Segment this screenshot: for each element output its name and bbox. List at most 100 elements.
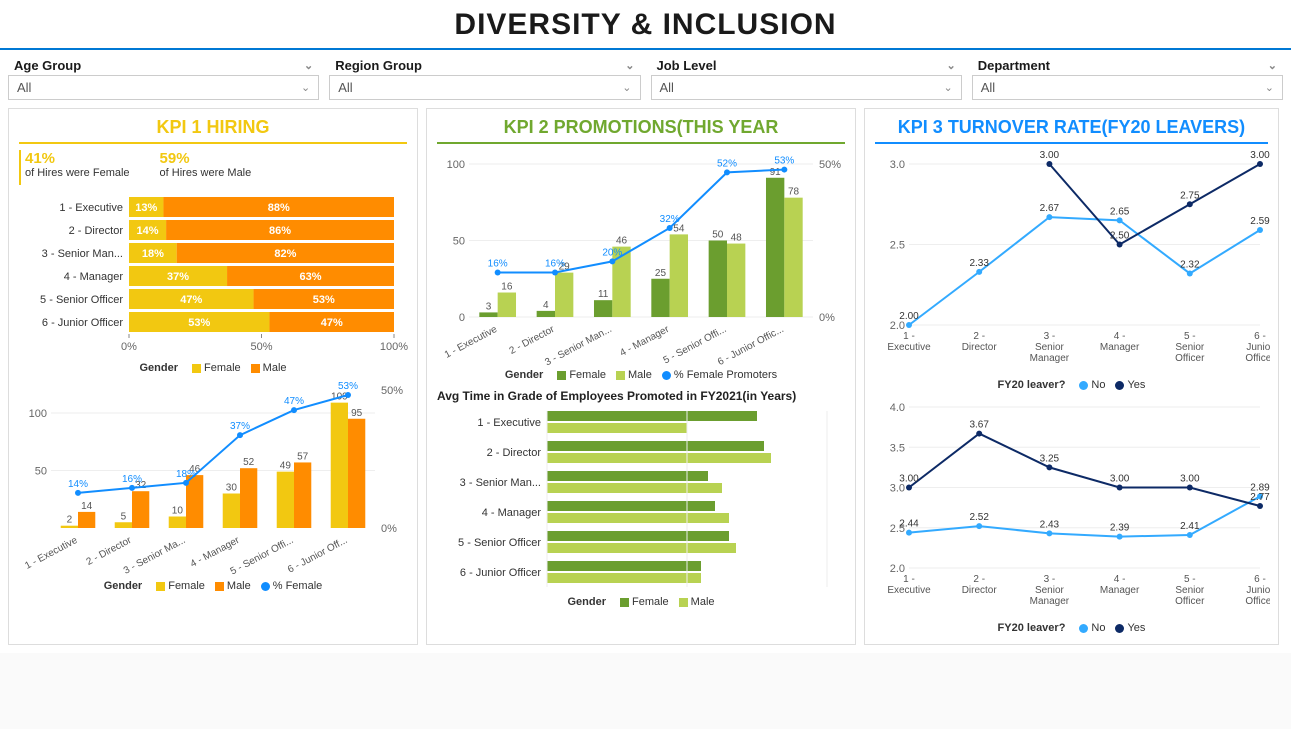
svg-text:18%: 18%: [176, 469, 196, 480]
svg-text:16%: 16%: [545, 258, 565, 269]
svg-text:3.25: 3.25: [1040, 453, 1060, 464]
legend-item: Male: [215, 580, 251, 592]
chevron-down-icon: ⌄: [625, 59, 634, 72]
svg-text:1 - Executive: 1 - Executive: [59, 202, 123, 214]
svg-text:16%: 16%: [488, 258, 508, 269]
svg-text:5 -: 5 -: [1184, 574, 1196, 585]
legend-text: Female: [632, 596, 669, 608]
svg-text:2.67: 2.67: [1040, 203, 1060, 214]
legend-text: No: [1091, 622, 1105, 634]
svg-text:57: 57: [297, 451, 309, 462]
svg-text:10: 10: [172, 506, 184, 517]
svg-text:47%: 47%: [180, 294, 202, 306]
panel-kpi1-hiring: KPI 1 HIRING 41% of Hires were Female 59…: [8, 108, 418, 645]
filter-value: All: [17, 80, 31, 95]
svg-text:3 -: 3 -: [1044, 574, 1056, 585]
filter-select-job[interactable]: All ⌄: [651, 75, 962, 100]
svg-text:3 - Senior Man...: 3 - Senior Man...: [42, 248, 123, 260]
svg-text:3.00: 3.00: [899, 474, 919, 485]
chevron-down-icon: ⌄: [947, 59, 956, 72]
stat-male: 59% of Hires were Male: [160, 150, 252, 179]
filter-bar: Age Group ⌄ All ⌄ Region Group ⌄ All ⌄ J…: [0, 50, 1291, 108]
avg-time-heading: Avg Time in Grade of Employees Promoted …: [437, 383, 845, 407]
svg-text:50%: 50%: [381, 385, 403, 397]
filter-select-region[interactable]: All ⌄: [329, 75, 640, 100]
svg-text:4 - Manager: 4 - Manager: [618, 324, 671, 359]
svg-text:2 - Director: 2 - Director: [487, 447, 542, 459]
legend-item: % Female Promoters: [662, 369, 777, 381]
page-title: DIVERSITY & INCLUSION: [0, 8, 1291, 42]
legend-kpi3-b: FY20 leaver? No Yes: [875, 618, 1268, 636]
svg-text:3.00: 3.00: [1040, 150, 1060, 161]
svg-text:3 -: 3 -: [1044, 331, 1056, 342]
svg-text:37%: 37%: [230, 421, 250, 432]
filter-value: All: [660, 80, 674, 95]
svg-text:0%: 0%: [819, 312, 835, 324]
legend-item: Yes: [1115, 622, 1145, 634]
svg-text:Officer: Officer: [1245, 596, 1270, 607]
svg-text:16: 16: [501, 282, 513, 293]
stat-pct: 41%: [25, 150, 130, 167]
legend-text: Male: [227, 580, 251, 592]
chevron-down-icon: ⌄: [944, 81, 953, 94]
svg-text:2.77: 2.77: [1250, 492, 1270, 503]
legend-title: Gender: [505, 369, 544, 381]
filter-select-age[interactable]: All ⌄: [8, 75, 319, 100]
svg-text:100: 100: [447, 159, 465, 171]
svg-text:Executive: Executive: [887, 342, 931, 353]
legend-text: Yes: [1127, 379, 1145, 391]
svg-text:47%: 47%: [321, 317, 343, 329]
svg-text:2 -: 2 -: [973, 331, 985, 342]
svg-text:2 - Director: 2 - Director: [508, 324, 557, 357]
svg-text:2.50: 2.50: [1110, 231, 1130, 242]
svg-text:2.52: 2.52: [969, 512, 989, 523]
legend-text: Female: [569, 369, 606, 381]
svg-text:4 - Manager: 4 - Manager: [64, 271, 124, 283]
kpi3-line-chart-a: 2.02.53.02.002.332.672.652.322.593.002.5…: [875, 150, 1270, 375]
svg-text:4.0: 4.0: [890, 402, 905, 414]
svg-text:14: 14: [81, 501, 93, 512]
legend-text: Male: [691, 596, 715, 608]
chevron-down-icon: ⌄: [304, 59, 313, 72]
chevron-down-icon: ⌄: [301, 81, 310, 94]
svg-text:1 - Executive: 1 - Executive: [443, 324, 500, 361]
legend-item: Male: [616, 369, 652, 381]
svg-text:1 -: 1 -: [903, 331, 915, 342]
svg-text:3.00: 3.00: [1110, 474, 1130, 485]
svg-text:52%: 52%: [717, 158, 737, 169]
filter-region-group: Region Group ⌄ All ⌄: [329, 54, 640, 100]
svg-text:95: 95: [351, 408, 363, 419]
filter-label-text: Region Group: [335, 58, 422, 73]
svg-text:6 - Junior Officer: 6 - Junior Officer: [42, 317, 123, 329]
svg-text:Senior: Senior: [1035, 342, 1065, 353]
svg-text:2 - Director: 2 - Director: [85, 535, 134, 568]
svg-text:Senior: Senior: [1175, 342, 1205, 353]
svg-text:37%: 37%: [167, 271, 189, 283]
filter-label-text: Job Level: [657, 58, 717, 73]
svg-text:50%: 50%: [250, 341, 272, 353]
svg-text:2.5: 2.5: [890, 240, 905, 252]
kpi3-line-chart-b: 2.02.53.03.54.02.442.522.432.392.412.893…: [875, 393, 1270, 618]
svg-text:6 - Junior Off...: 6 - Junior Off...: [286, 535, 349, 576]
svg-text:53%: 53%: [774, 156, 794, 167]
svg-text:0: 0: [459, 312, 465, 324]
svg-text:2.65: 2.65: [1110, 206, 1130, 217]
legend-title: FY20 leaver?: [998, 379, 1066, 391]
svg-text:Manager: Manager: [1100, 342, 1140, 353]
svg-text:Officer: Officer: [1175, 353, 1205, 364]
legend-text: Female: [168, 580, 205, 592]
svg-text:50: 50: [453, 236, 465, 248]
panel-kpi2-promotions: KPI 2 PROMOTIONS(THIS YEAR 0501000%50%31…: [426, 108, 856, 645]
svg-text:1 - Executive: 1 - Executive: [477, 417, 541, 429]
svg-text:0%: 0%: [121, 341, 137, 353]
svg-text:54: 54: [673, 223, 685, 234]
svg-text:82%: 82%: [274, 248, 296, 260]
legend-kpi2-combo: Gender Female Male % Female Promoters: [437, 365, 845, 383]
legend-text: Yes: [1127, 622, 1145, 634]
svg-text:50: 50: [35, 466, 47, 478]
filter-select-dept[interactable]: All ⌄: [972, 75, 1283, 100]
svg-text:Manager: Manager: [1030, 353, 1070, 364]
svg-text:3.00: 3.00: [1180, 474, 1200, 485]
filter-label-text: Department: [978, 58, 1050, 73]
svg-text:6 -: 6 -: [1254, 331, 1266, 342]
